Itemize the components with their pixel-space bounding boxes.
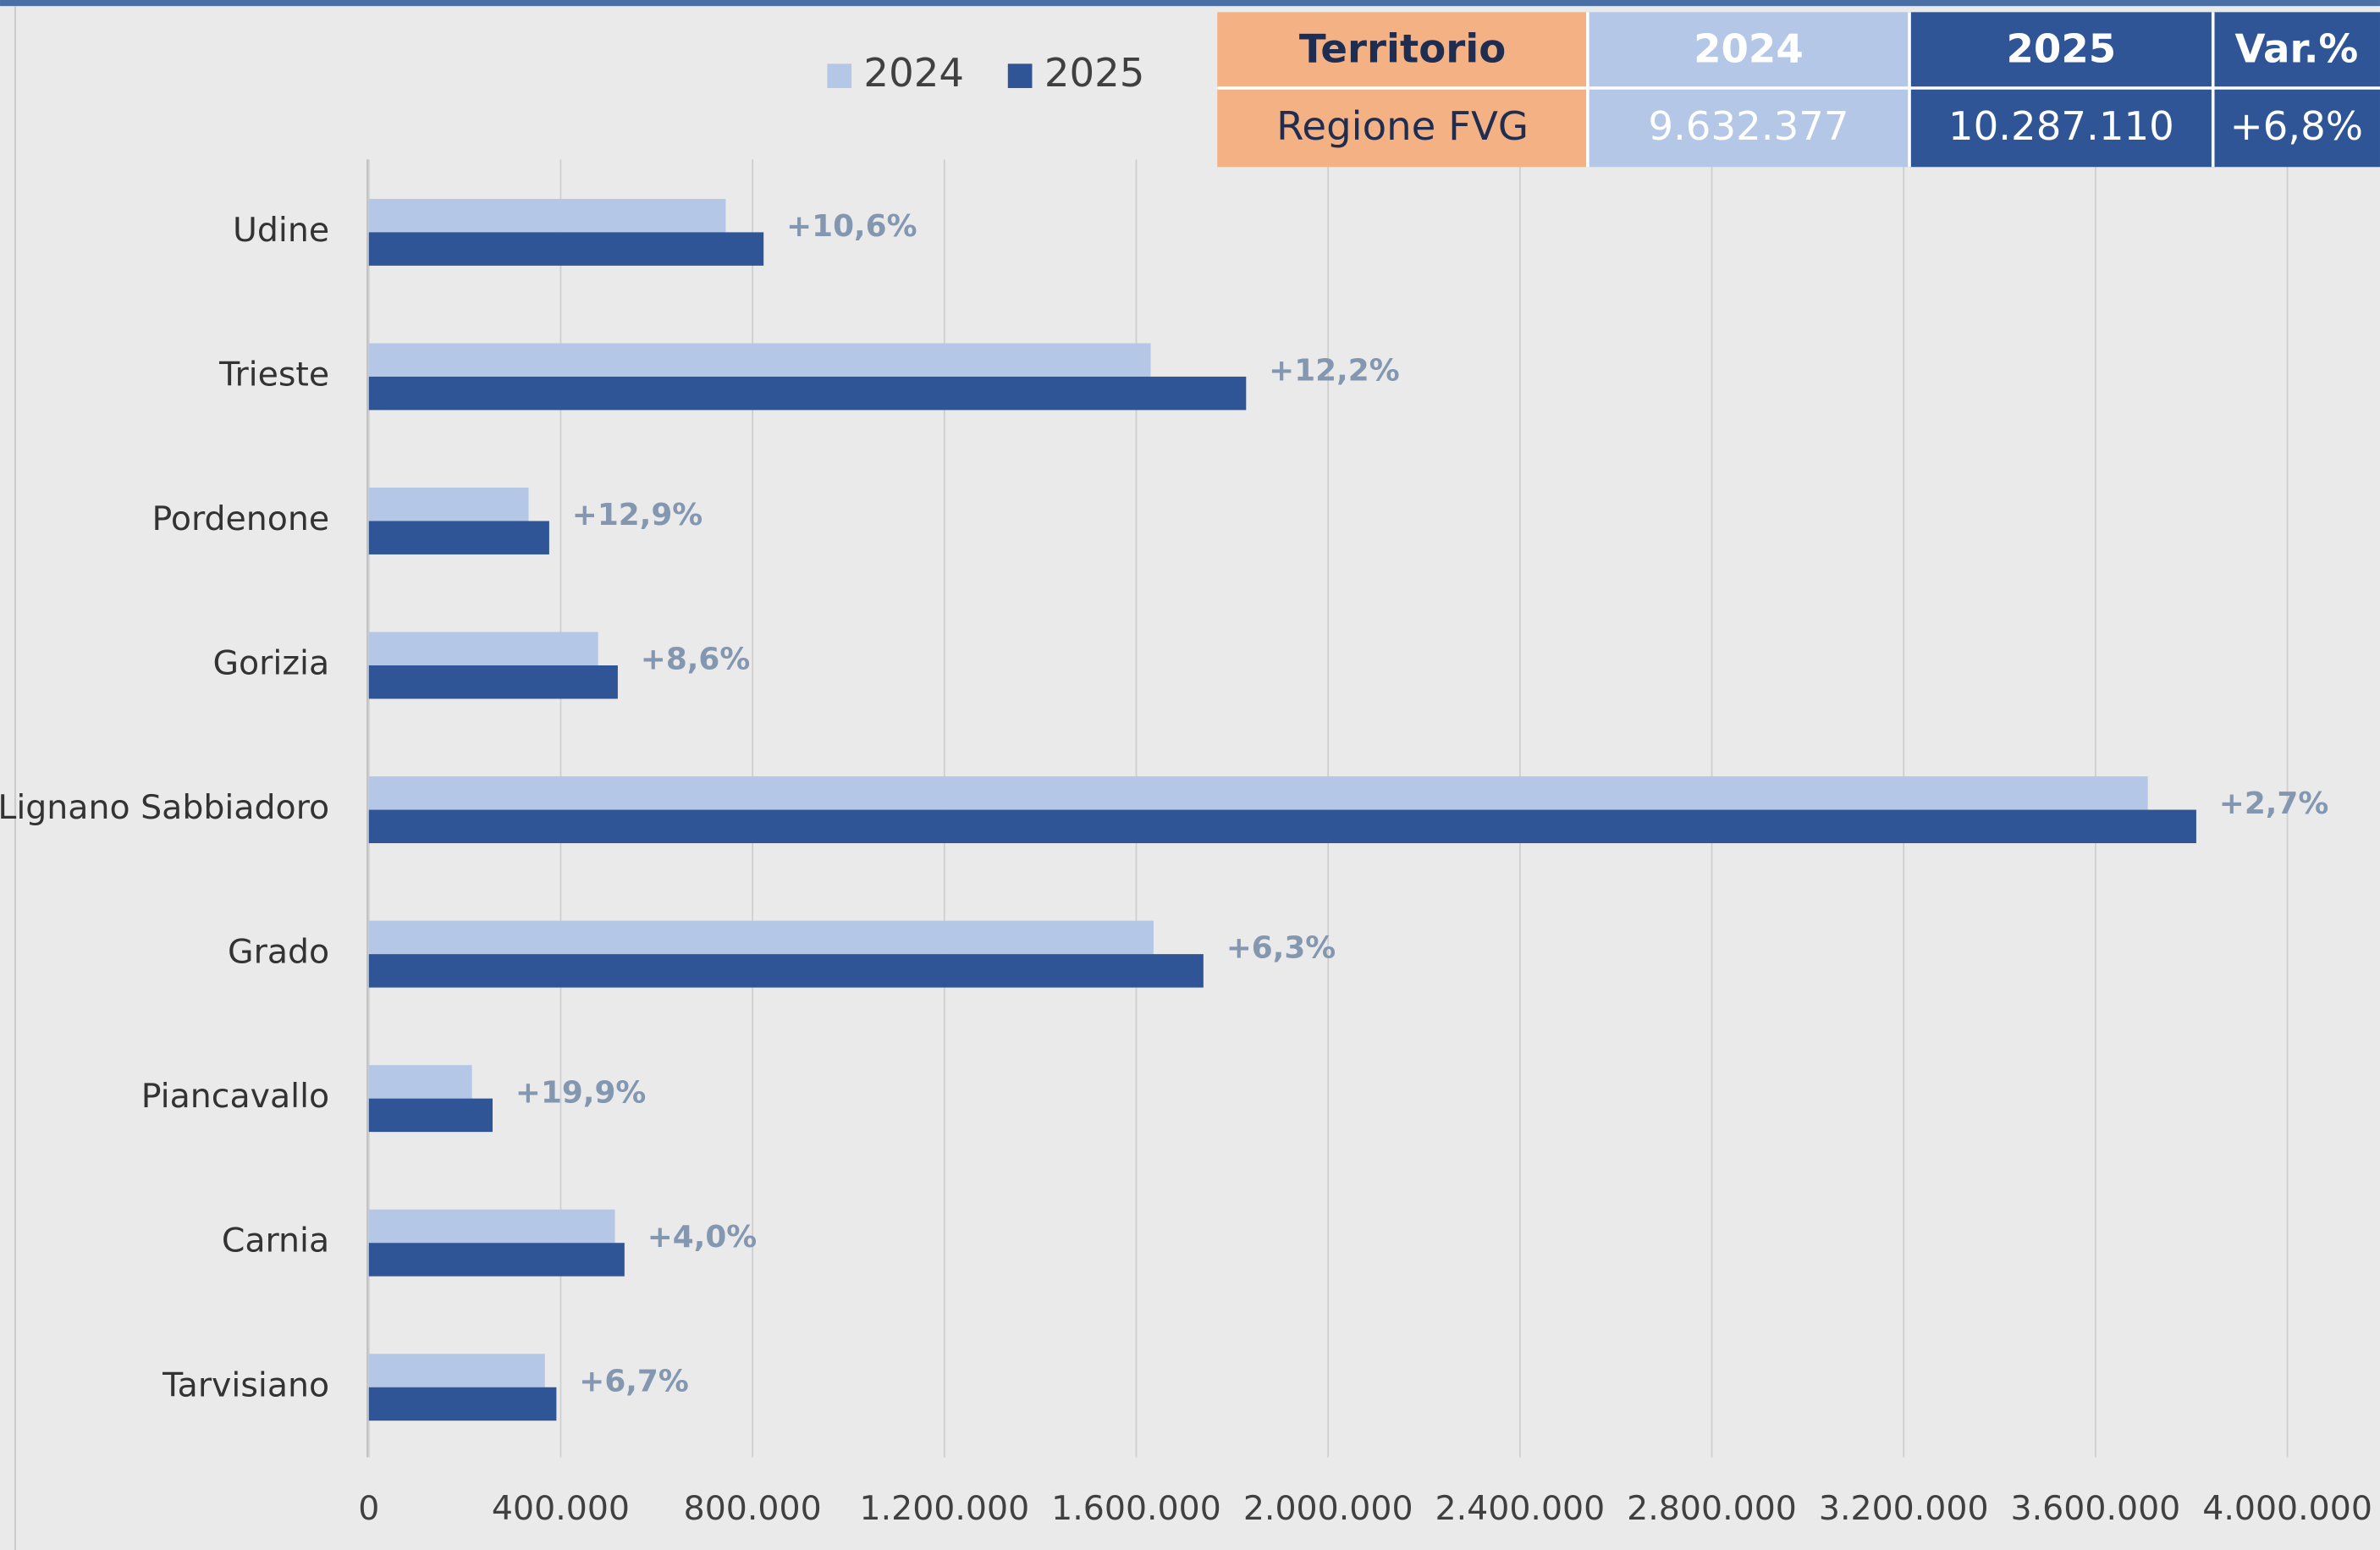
table-cell-text: Regione FVG — [1276, 103, 1529, 149]
y-tick-label: Piancavallo — [141, 1077, 329, 1116]
x-tick-label: 2.400.000 — [1435, 1489, 1606, 1528]
table-cell-text: +6,8% — [2230, 103, 2363, 149]
change-label: +6,3% — [1226, 931, 1336, 966]
y-tick-label: Tarvisiano — [162, 1365, 329, 1404]
x-tick-label: 800.000 — [684, 1489, 822, 1528]
bar — [369, 488, 529, 521]
x-tick-label: 1.200.000 — [859, 1489, 1029, 1528]
bar — [369, 632, 598, 665]
bar — [369, 377, 1246, 410]
bar — [369, 521, 549, 554]
page: 0 400.000 800.000 1.200.000 1.600.000 2.000.0… — [0, 0, 2380, 1550]
legend-label: 2025 — [1044, 50, 1145, 96]
bar — [369, 199, 726, 232]
bar — [369, 1065, 472, 1098]
top-border — [0, 0, 2380, 6]
legend-label: 2024 — [863, 50, 964, 96]
legend-swatch — [1008, 63, 1033, 88]
change-label: +19,9% — [515, 1075, 646, 1110]
bar — [369, 810, 2196, 843]
y-tick-label: Lignano Sabbiadoro — [0, 788, 329, 827]
x-tick-label: 3.200.000 — [1819, 1489, 1989, 1528]
table-header: Territorio — [1299, 25, 1506, 71]
bar — [369, 665, 618, 698]
legend-swatch — [827, 63, 851, 88]
x-tick-label: 400.000 — [492, 1489, 630, 1528]
table-cell-text: 10.287.110 — [1948, 103, 2174, 149]
background — [0, 0, 2380, 1550]
change-label: +6,7% — [579, 1364, 689, 1398]
bar — [369, 776, 2148, 809]
table-cell-text: 9.632.377 — [1648, 103, 1848, 149]
y-tick-label: Gorizia — [212, 644, 329, 683]
bar — [369, 1099, 493, 1132]
bar — [369, 343, 1151, 376]
summary-table: Territorio 2024 2025 Var.% Regione FVG 9… — [1217, 12, 2380, 167]
y-tick-label: Pordenone — [152, 499, 329, 538]
change-label: +12,2% — [1269, 354, 1399, 389]
bar — [369, 232, 763, 265]
bar — [369, 1210, 615, 1243]
table-header: 2024 — [1694, 25, 1804, 71]
table-header: 2025 — [2007, 25, 2117, 71]
x-tick-label: 3.600.000 — [2011, 1489, 2181, 1528]
x-tick-label: 4.000.000 — [2202, 1489, 2372, 1528]
bar — [369, 1387, 557, 1420]
table-header: Var.% — [2234, 25, 2358, 71]
bar — [369, 1354, 545, 1387]
x-tick-label: 2.800.000 — [1627, 1489, 1797, 1528]
change-label: +2,7% — [2219, 786, 2329, 821]
change-label: +10,6% — [786, 209, 917, 244]
y-tick-label: Udine — [233, 211, 329, 250]
chart: 0 400.000 800.000 1.200.000 1.600.000 2.000.0… — [0, 0, 2380, 1550]
bar — [369, 921, 1154, 954]
x-tick-label: 2.000.000 — [1243, 1489, 1413, 1528]
y-tick-label: Carnia — [222, 1222, 329, 1260]
x-tick-label: 1.600.000 — [1051, 1489, 1221, 1528]
y-tick-label: Trieste — [218, 355, 329, 394]
change-label: +12,9% — [572, 498, 702, 532]
bar — [369, 954, 1204, 987]
y-tick-label: Grado — [228, 933, 329, 972]
bar — [369, 1243, 625, 1276]
change-label: +4,0% — [647, 1220, 758, 1255]
change-label: +8,6% — [641, 643, 751, 677]
x-tick-label: 0 — [358, 1489, 379, 1528]
